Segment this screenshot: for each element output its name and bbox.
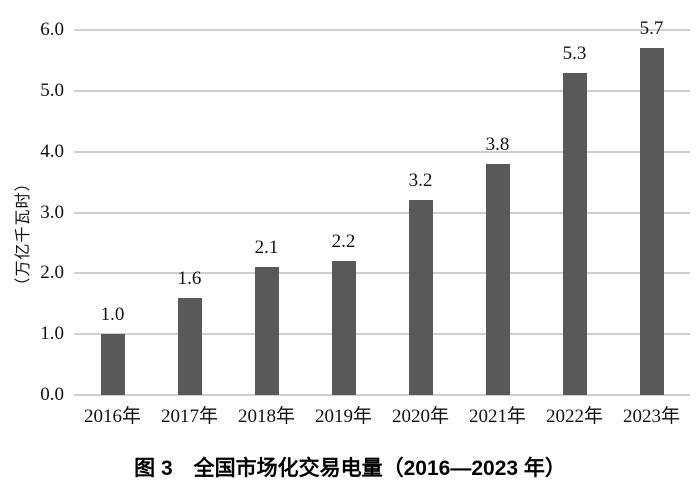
figure-caption: 图 3 全国市场化交易电量（2016—2023 年） (134, 457, 566, 480)
x-tick-label: 2016年 (83, 406, 141, 427)
y-tick-label: 2.0 (40, 262, 64, 284)
bar-slot-2018年: 2.1 (228, 30, 305, 395)
bar-value-label: 1.0 (100, 304, 125, 326)
gridline-5.0 (74, 89, 690, 92)
gridline-1.0 (74, 333, 690, 336)
bar-2018年 (254, 267, 279, 395)
gridline-3.0 (74, 211, 690, 214)
bar-value-label: 3.8 (485, 133, 510, 155)
bar-2022年 (562, 72, 587, 395)
x-tick-label: 2022年 (545, 406, 603, 427)
gridline-0.0 (74, 394, 690, 396)
bar-slot-2023年: 5.7 (613, 19, 690, 395)
bar-slot-2022年: 5.3 (536, 30, 613, 395)
bar-2019年 (331, 261, 356, 395)
gridline-6.0 (74, 29, 690, 31)
y-tick-label: 3.0 (40, 201, 64, 223)
bar-slot-2021年: 3.8 (459, 30, 536, 395)
plot-area: 1.0 1.6 2.1 2.2 3.2 3.8 5.3 5.7 (74, 19, 690, 396)
bar-2020年 (408, 200, 433, 395)
gridline-4.0 (74, 150, 690, 153)
bar-slot-2017年: 1.6 (151, 30, 228, 395)
y-tick-label: 6.0 (40, 19, 64, 40)
gridline-2.0 (74, 272, 690, 275)
x-tick-label: 2017年 (160, 406, 218, 427)
y-tick-label: 5.0 (40, 79, 64, 101)
bar-value-label: 1.6 (177, 267, 202, 289)
bar-2021年 (485, 163, 510, 395)
bar-value-label: 5.7 (639, 18, 664, 40)
bar-slot-2020年: 3.2 (382, 30, 459, 395)
bar-value-label: 3.2 (408, 170, 433, 192)
y-tick-label: 4.0 (40, 140, 64, 162)
bar-2023年 (639, 48, 664, 395)
x-tick-label: 2021年 (468, 406, 526, 427)
bar-value-label: 5.3 (562, 42, 587, 64)
y-tick-label: 0.0 (40, 384, 64, 405)
x-tick-label: 2023年 (622, 406, 680, 427)
bar-value-label: 2.1 (254, 237, 279, 259)
bar-value-label: 2.2 (331, 231, 356, 253)
bar-2016年 (100, 334, 125, 395)
y-axis-ticks: 0.0 1.0 2.0 3.0 4.0 5.0 6.0 (0, 20, 64, 405)
bar-2017年 (177, 297, 202, 395)
bar-slot-2019年: 2.2 (305, 30, 382, 395)
x-axis-labels: 2016年 2017年 2018年 2019年 2020年 2021年 2022年 2023年 (74, 405, 690, 433)
x-tick-label: 2019年 (314, 406, 372, 427)
x-tick-label: 2018年 (237, 406, 295, 427)
y-tick-label: 1.0 (40, 323, 64, 345)
bar-slot-2016年: 1.0 (74, 30, 151, 395)
x-tick-label: 2020年 (391, 406, 449, 427)
